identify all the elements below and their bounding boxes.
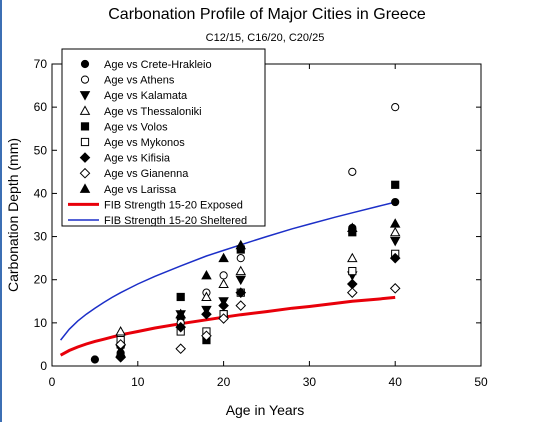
data-point	[348, 266, 357, 276]
legend-marker	[79, 105, 91, 115]
left-edge-rule	[0, 0, 2, 422]
x-tick-label: 0	[49, 375, 56, 389]
x-axis: 0 10 20 30 40 50	[49, 64, 488, 389]
legend-label: Age vs Crete-Hrakleio	[104, 59, 212, 71]
data-point	[347, 222, 358, 232]
data-point	[235, 287, 247, 298]
data-point	[235, 300, 247, 311]
legend-marker	[79, 152, 91, 163]
y-tick-label: 60	[34, 100, 48, 114]
data-point	[218, 252, 229, 263]
data-point	[115, 347, 126, 358]
x-axis-label: Age in Years	[226, 402, 305, 418]
data-point	[389, 236, 401, 247]
data-point	[389, 218, 401, 228]
data-point	[218, 313, 229, 324]
sheltered-curve	[60, 201, 396, 341]
legend-label: Age vs Gianenna	[104, 168, 189, 180]
legend-marker	[80, 122, 90, 131]
data-point	[389, 226, 401, 237]
data-point	[346, 287, 358, 298]
data-point	[219, 271, 228, 280]
legend: Age vs Crete-Hrakleio Age vs Athens Age vs…	[61, 48, 266, 227]
data-point	[201, 291, 212, 301]
data-point	[90, 355, 100, 364]
legend-label: Age vs Volos	[104, 121, 168, 133]
y-axis-label: Carbonation Depth (mm)	[5, 138, 21, 292]
legend-label: Age vs Thessaloniki	[104, 106, 202, 118]
legend-marker	[79, 167, 91, 179]
data-point	[201, 308, 212, 320]
y-tick-label: 20	[34, 273, 48, 287]
y-tick-label: 40	[34, 186, 48, 200]
data-points	[90, 103, 401, 364]
data-point	[175, 308, 186, 319]
x-tick-label: 50	[474, 375, 488, 389]
data-point	[346, 278, 358, 290]
data-point	[236, 254, 245, 263]
x-tick-label: 30	[303, 375, 317, 389]
x-tick-label: 20	[217, 375, 231, 389]
x-tick-label: 40	[389, 375, 403, 389]
data-point	[348, 167, 357, 176]
legend-label: FIB Strength 15-20 Exposed	[104, 199, 243, 211]
legend-marker	[79, 183, 91, 193]
legend-marker	[80, 59, 90, 69]
data-point	[115, 326, 126, 336]
legend-marker	[79, 91, 91, 101]
data-point	[391, 197, 400, 207]
legend-label: Age vs Mykonos	[104, 137, 185, 149]
chart-title: Carbonation Profile of Major Cities in G…	[108, 6, 426, 23]
chart-subtitle: C12/15, C16/20, C20/25	[206, 32, 325, 44]
data-point	[175, 321, 187, 333]
y-tick-label: 70	[34, 57, 48, 71]
data-point	[347, 252, 358, 263]
data-point	[218, 278, 229, 289]
plot-frame	[51, 63, 482, 367]
data-point	[389, 252, 401, 264]
data-point	[201, 330, 212, 342]
y-tick-label: 0	[40, 359, 47, 373]
legend-marker	[80, 75, 90, 84]
x-tick-label: 10	[131, 375, 145, 389]
y-tick-label: 50	[34, 143, 48, 157]
legend-marker	[80, 137, 90, 147]
legend-label: Age vs Larissa	[104, 184, 177, 196]
data-point	[235, 275, 247, 286]
legend-box	[61, 48, 266, 227]
legend-label: Age vs Kalamata	[104, 90, 188, 102]
data-point	[389, 283, 401, 294]
data-point	[201, 269, 212, 280]
data-point	[391, 180, 400, 189]
data-point	[176, 292, 185, 302]
data-point	[218, 300, 229, 311]
legend-label: Age vs Kifisia	[104, 153, 171, 165]
y-axis: 0 10 20 30 40 50 60 70	[34, 57, 481, 373]
data-point	[391, 103, 400, 112]
y-tick-label: 10	[34, 316, 48, 330]
legend-label: Age vs Athens	[104, 75, 175, 87]
data-point	[235, 265, 247, 276]
data-point	[235, 239, 247, 250]
legend-label: FIB Strength 15-20 Sheltered	[104, 215, 247, 227]
y-tick-label: 30	[34, 230, 48, 244]
data-point	[175, 343, 187, 355]
